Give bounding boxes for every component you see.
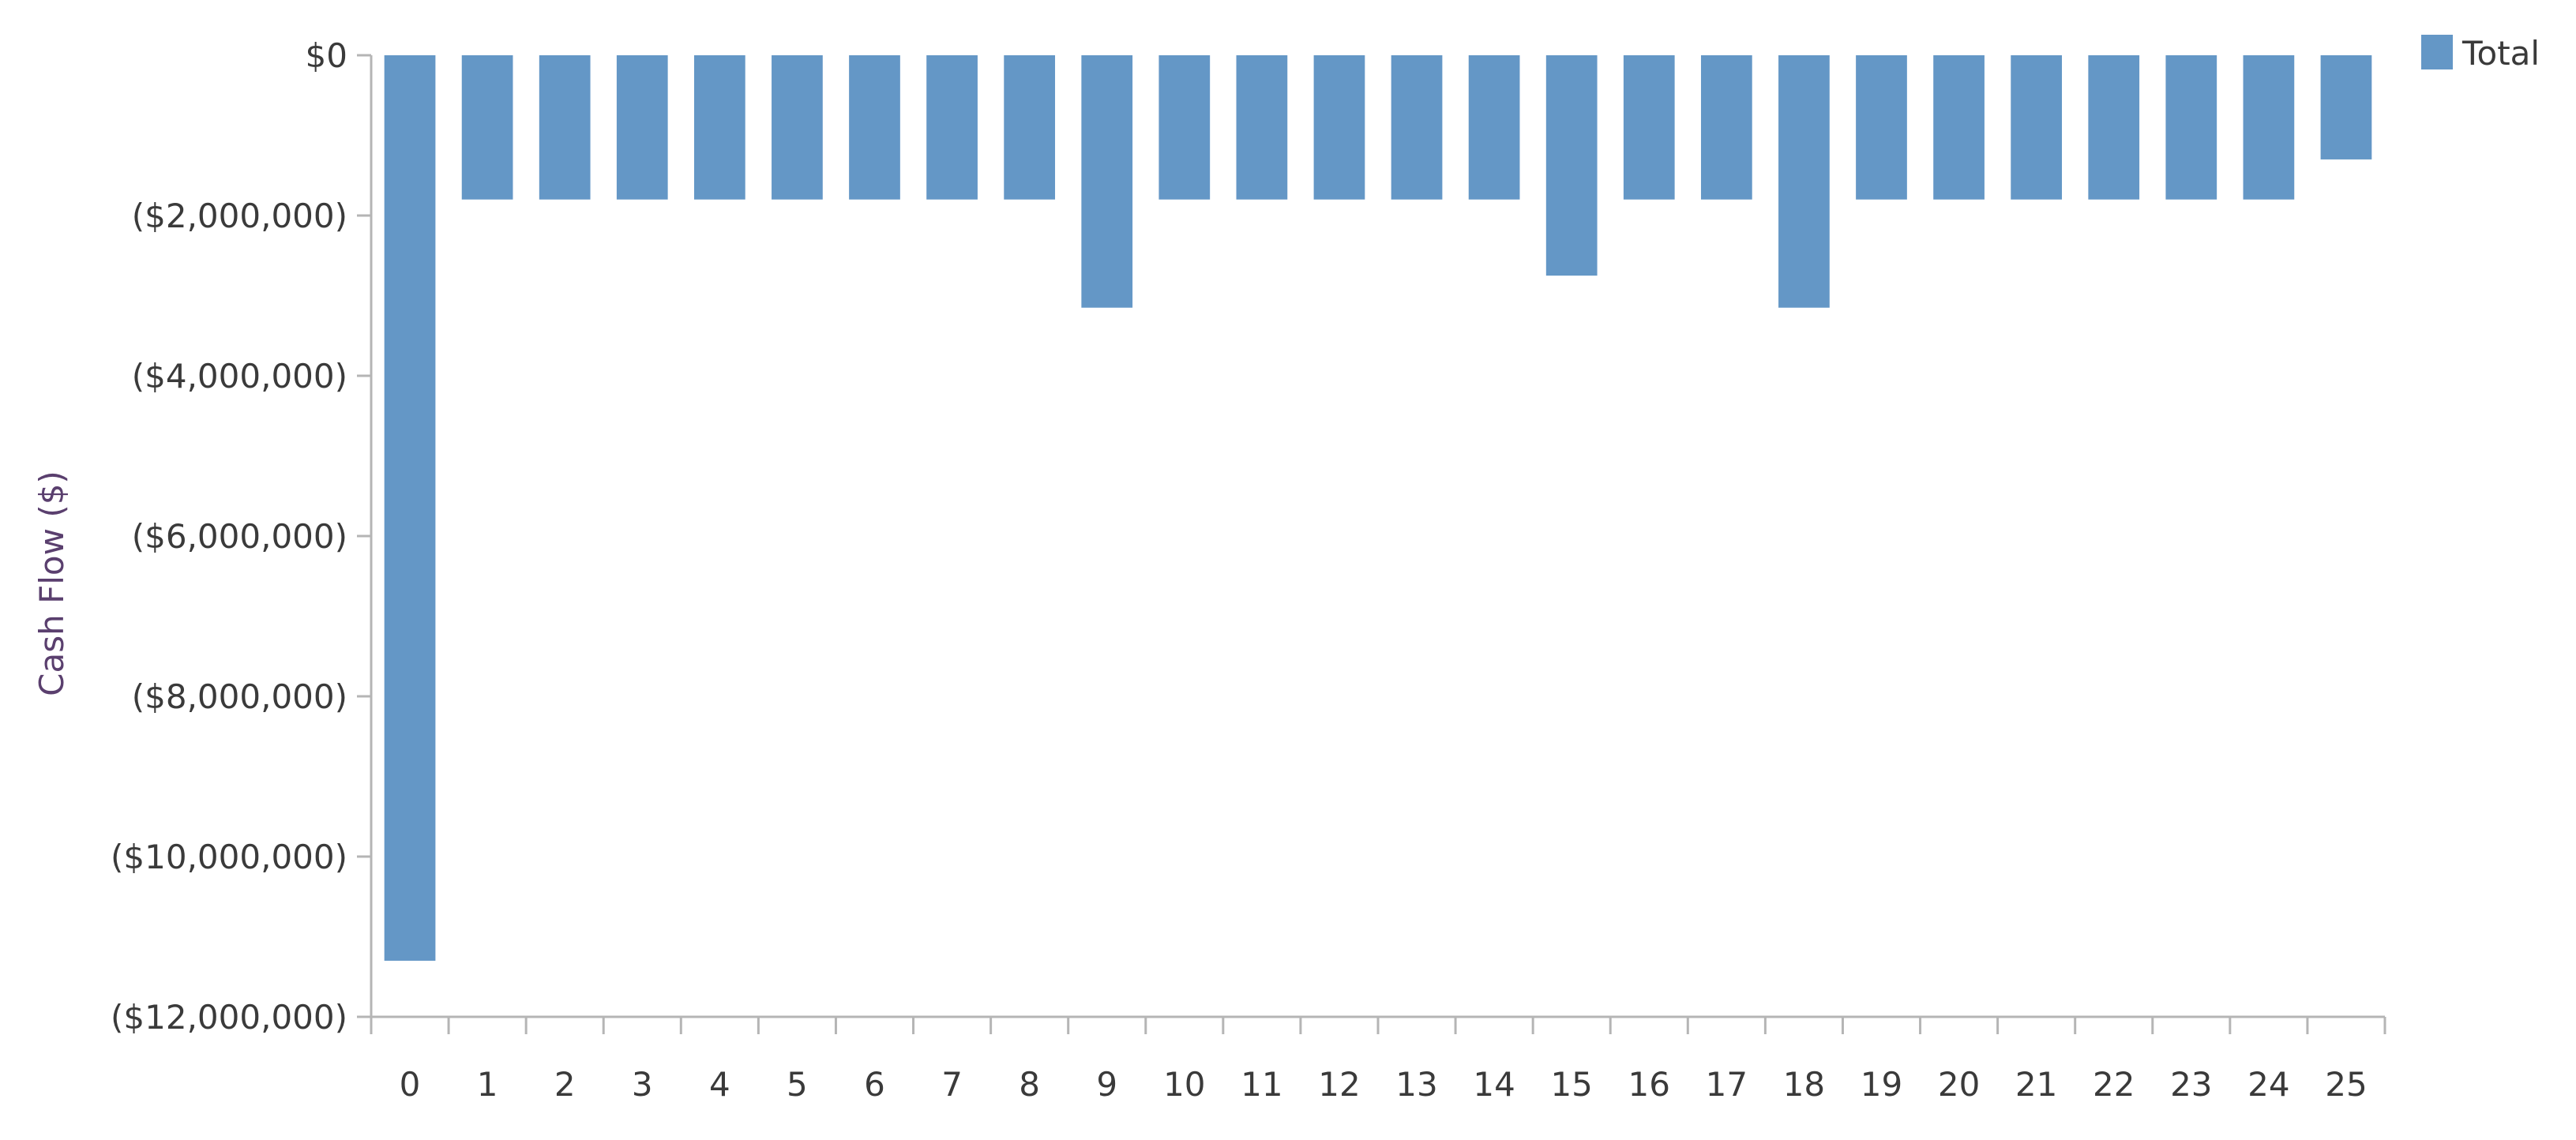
y-axis-ticks: $0 ($2,000,000) ($4,000,000) ($6,000,000) ($… <box>111 36 371 1037</box>
x-tick-label: 18 <box>1783 1065 1825 1104</box>
bar-24 <box>2243 55 2295 200</box>
bar-12 <box>1313 55 1365 200</box>
bar-10 <box>1158 55 1211 200</box>
x-tick-label: 23 <box>2170 1065 2212 1104</box>
x-tick-label: 9 <box>1096 1065 1117 1104</box>
bar-3 <box>616 55 668 200</box>
bar-17 <box>1700 55 1752 200</box>
x-tick-label: 1 <box>477 1065 498 1104</box>
x-tick-label: 6 <box>864 1065 885 1104</box>
bar-19 <box>1856 55 1907 200</box>
bars-layer <box>384 55 2372 961</box>
y-tick-label: ($8,000,000) <box>132 677 347 716</box>
y-tick-label: ($12,000,000) <box>111 998 347 1037</box>
x-tick-label: 5 <box>787 1065 808 1104</box>
x-tick-label: 24 <box>2247 1065 2289 1104</box>
y-tick-label: ($4,000,000) <box>132 357 347 396</box>
bar-1 <box>461 55 513 200</box>
x-tick-label: 0 <box>400 1065 421 1104</box>
bar-8 <box>1004 55 1056 200</box>
bar-9 <box>1081 55 1133 308</box>
bar-15 <box>1545 55 1598 276</box>
bar-16 <box>1623 55 1675 200</box>
x-tick-label: 21 <box>2015 1065 2057 1104</box>
x-tick-label: 2 <box>554 1065 576 1104</box>
bar-14 <box>1468 55 1520 200</box>
axes-layer <box>370 55 2385 1018</box>
bar-7 <box>926 55 978 200</box>
y-tick-label: $0 <box>306 36 347 75</box>
x-axis-ticks: 0 1 2 3 4 5 6 7 8 9 10 11 12 13 14 15 16 17 18 19 20 21 22 23 24… <box>370 1017 2386 1104</box>
x-tick-label: 20 <box>1938 1065 1980 1104</box>
bar-25 <box>2320 55 2372 159</box>
bar-4 <box>693 55 745 200</box>
legend-label-total: Total <box>2461 34 2540 73</box>
bar-5 <box>772 55 823 200</box>
x-tick-label: 12 <box>1318 1065 1360 1104</box>
x-tick-label: 19 <box>1861 1065 1902 1104</box>
legend-swatch <box>2421 35 2453 69</box>
x-tick-label: 10 <box>1163 1065 1205 1104</box>
bar-21 <box>2011 55 2063 200</box>
x-tick-label: 25 <box>2325 1065 2367 1104</box>
bar-23 <box>2165 55 2217 200</box>
y-tick-label: ($2,000,000) <box>132 197 347 235</box>
x-tick-label: 13 <box>1395 1065 1437 1104</box>
x-tick-label: 17 <box>1706 1065 1748 1104</box>
bar-2 <box>539 55 591 200</box>
x-tick-label: 16 <box>1628 1065 1670 1104</box>
bar-6 <box>849 55 900 200</box>
bar-18 <box>1778 55 1830 308</box>
y-tick-label: ($6,000,000) <box>132 517 347 556</box>
bar-13 <box>1391 55 1443 200</box>
bar-0 <box>384 55 436 961</box>
bar-11 <box>1236 55 1288 200</box>
x-tick-label: 22 <box>2093 1065 2135 1104</box>
x-tick-label: 7 <box>941 1065 963 1104</box>
x-tick-label: 11 <box>1241 1065 1282 1104</box>
y-axis-label: Cash Flow ($) <box>32 471 71 696</box>
legend[interactable]: Total <box>2421 34 2540 73</box>
bar-20 <box>1933 55 1985 200</box>
y-tick-label: ($10,000,000) <box>111 838 347 876</box>
x-tick-label: 15 <box>1550 1065 1592 1104</box>
x-tick-label: 8 <box>1019 1065 1040 1104</box>
x-tick-label: 4 <box>709 1065 730 1104</box>
bar-22 <box>2088 55 2140 200</box>
x-tick-label: 3 <box>632 1065 653 1104</box>
x-tick-label: 14 <box>1473 1065 1515 1104</box>
